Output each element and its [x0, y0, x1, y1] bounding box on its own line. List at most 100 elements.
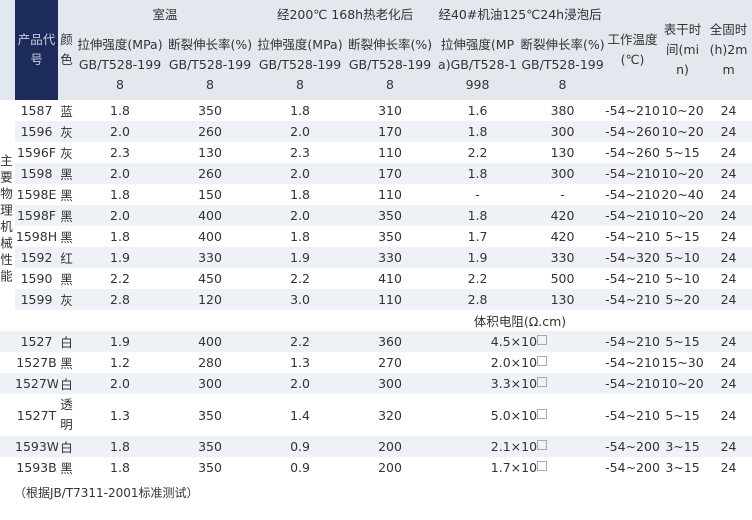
cell-tensile-aged: 1.3: [290, 355, 310, 370]
cell-elongation: 400: [165, 205, 256, 226]
header-elongation: 断裂伸长率(%)GB/T528-1998: [345, 30, 436, 100]
cell-surface-dry: 5~15: [665, 407, 700, 423]
cell-elongation-oil: 380: [550, 103, 575, 118]
cell-elongation-oil: 130: [520, 289, 606, 310]
table-row: 1598E 黑 1.8 150 1.8 110 - - -54~210 20~40 24: [0, 184, 752, 205]
blank-cell: [0, 457, 15, 478]
cell-surface-dry: 10~20: [660, 373, 706, 394]
cell-tensile-aged: 2.0: [255, 373, 346, 394]
cell-tensile-aged: 2.2: [290, 271, 310, 286]
cell-work-temp: -54~210: [605, 331, 661, 352]
header-blank: [0, 0, 15, 100]
cell-color: 灰: [58, 289, 75, 310]
broken-exponent-image: [537, 335, 548, 345]
cell-tensile-aged: 0.9: [255, 436, 346, 457]
cell-tensile: 1.8: [110, 103, 130, 118]
cell-full-cure: 24: [720, 407, 737, 423]
cell-code: 1598F: [15, 205, 58, 226]
header-oil: 经40#机油125℃24h浸泡后: [435, 0, 606, 30]
table-row: 1599 灰 2.8 120 3.0 110 2.8 130 -54~210 5~20 24: [0, 289, 752, 310]
cell-tensile-oil: 1.8: [435, 205, 521, 226]
blank-cell: [0, 436, 15, 457]
cell-resistance: 2.0×10: [435, 352, 605, 373]
cell-work-temp: -54~260: [605, 145, 660, 160]
cell-code: 1527B: [16, 355, 57, 370]
header-elongation: 断裂伸长率(%)GB/T528-1998: [520, 30, 606, 100]
cell-code: 1527T: [16, 407, 57, 423]
cell-work-temp: -54~200: [605, 460, 660, 475]
cell-elongation-aged: 200: [345, 436, 436, 457]
header-code: 产品代号: [15, 0, 58, 100]
cell-code: 1596: [15, 121, 58, 142]
cell-tensile-aged: 2.0: [255, 205, 346, 226]
cell-resistance: 2.1×10: [435, 436, 606, 457]
cell-tensile-aged: 1.4: [290, 407, 310, 423]
cell-tensile-aged: 2.2: [255, 331, 346, 352]
broken-exponent-image: [537, 440, 548, 450]
blank-cell: [0, 331, 15, 352]
cell-elongation: 260: [165, 121, 256, 142]
cell-tensile: 1.8: [110, 460, 130, 475]
broken-exponent-image: [537, 461, 548, 471]
cell-code: 1593B: [16, 460, 57, 475]
broken-exponent-image: [537, 356, 548, 366]
cell-surface-dry: 5~15: [665, 229, 700, 244]
cell-elongation-oil: -: [560, 187, 565, 202]
cell-tensile-oil: 2.2: [467, 145, 488, 160]
cell-code: 1587: [20, 103, 53, 118]
cell-work-temp: -54~210: [605, 187, 660, 202]
cell-tensile-aged: 1.8: [290, 229, 310, 244]
cell-color: 红: [58, 247, 75, 268]
cell-tensile: 2.8: [75, 289, 165, 310]
cell-elongation-oil: 420: [520, 205, 606, 226]
broken-exponent-image: [537, 408, 548, 419]
cell-resistance: 4.5×10: [435, 331, 606, 352]
cell-tensile-aged: 2.3: [290, 145, 310, 160]
cell-surface-dry: 5~20: [660, 289, 706, 310]
cell-elongation: 130: [198, 145, 222, 160]
cell-tensile: 2.0: [75, 373, 165, 394]
table-row: 1592 红 1.9 330 1.9 330 1.9 330 -54~320 5~10 24: [0, 247, 752, 268]
cell-surface-dry: 5~15: [660, 331, 706, 352]
broken-exponent-image: [537, 377, 548, 387]
table-row: 1596F 灰 2.3 130 2.3 110 2.2 130 -54~260 5~15 24: [0, 142, 752, 163]
cell-tensile: 2.0: [75, 163, 165, 184]
cell-tensile-aged: 1.8: [290, 187, 310, 202]
header-color: 颜色: [58, 0, 75, 100]
cell-work-temp: -54~210: [605, 373, 661, 394]
cell-full-cure: 24: [720, 229, 737, 244]
cell-full-cure: 24: [720, 355, 737, 370]
cell-tensile: 1.3: [110, 407, 130, 423]
header-room: 室温: [75, 0, 256, 30]
cell-elongation: 350: [198, 460, 222, 475]
cell-elongation-aged: 320: [378, 407, 402, 423]
footnote: （根据JB/T7311-2001标准测试）: [14, 486, 199, 500]
cell-resistance: 1.7×10: [435, 457, 605, 478]
side-label: 主要物理机械性能: [0, 100, 15, 310]
header-tensile: 拉伸强度(MPa)GB/T528-1998: [435, 30, 521, 100]
cell-tensile-oil: 1.7: [467, 229, 488, 244]
cell-code: 1593W: [15, 436, 58, 457]
cell-surface-dry: 10~20: [660, 205, 706, 226]
table-row: 体积电阻(Ω.cm): [0, 310, 752, 331]
table-row: 1598H 黑 1.8 400 1.8 350 1.7 420 -54~210 5~15 24: [0, 226, 752, 247]
cell-full-cure: 24: [705, 205, 752, 226]
cell-code: 1527: [15, 331, 58, 352]
cell-work-temp: -54~210: [605, 229, 660, 244]
cell-tensile-aged: 2.0: [255, 121, 346, 142]
header-surface-dry: 表干时间(min): [660, 0, 706, 100]
cell-color: 灰: [60, 146, 73, 161]
table-row: 1593W 白 1.8 350 0.9 200 2.1×10 -54~200 3~15 24: [0, 436, 752, 457]
cell-tensile-aged: 1.9: [255, 247, 346, 268]
cell-color: 黑: [60, 230, 73, 245]
cell-tensile: 1.8: [110, 187, 130, 202]
cell-work-temp: -54~210: [605, 407, 660, 423]
cell-surface-dry: 10~20: [661, 103, 704, 118]
table-row: 1590 黑 2.2 450 2.2 410 2.2 500 -54~210 5~10 24: [0, 268, 752, 289]
cell-surface-dry: 3~15: [660, 436, 706, 457]
cell-work-temp: -54~210: [605, 355, 660, 370]
cell-color: 黑: [60, 272, 73, 287]
cell-color: 白: [58, 331, 75, 352]
cell-color: 白: [58, 373, 75, 394]
cell-color: 灰: [58, 121, 75, 142]
